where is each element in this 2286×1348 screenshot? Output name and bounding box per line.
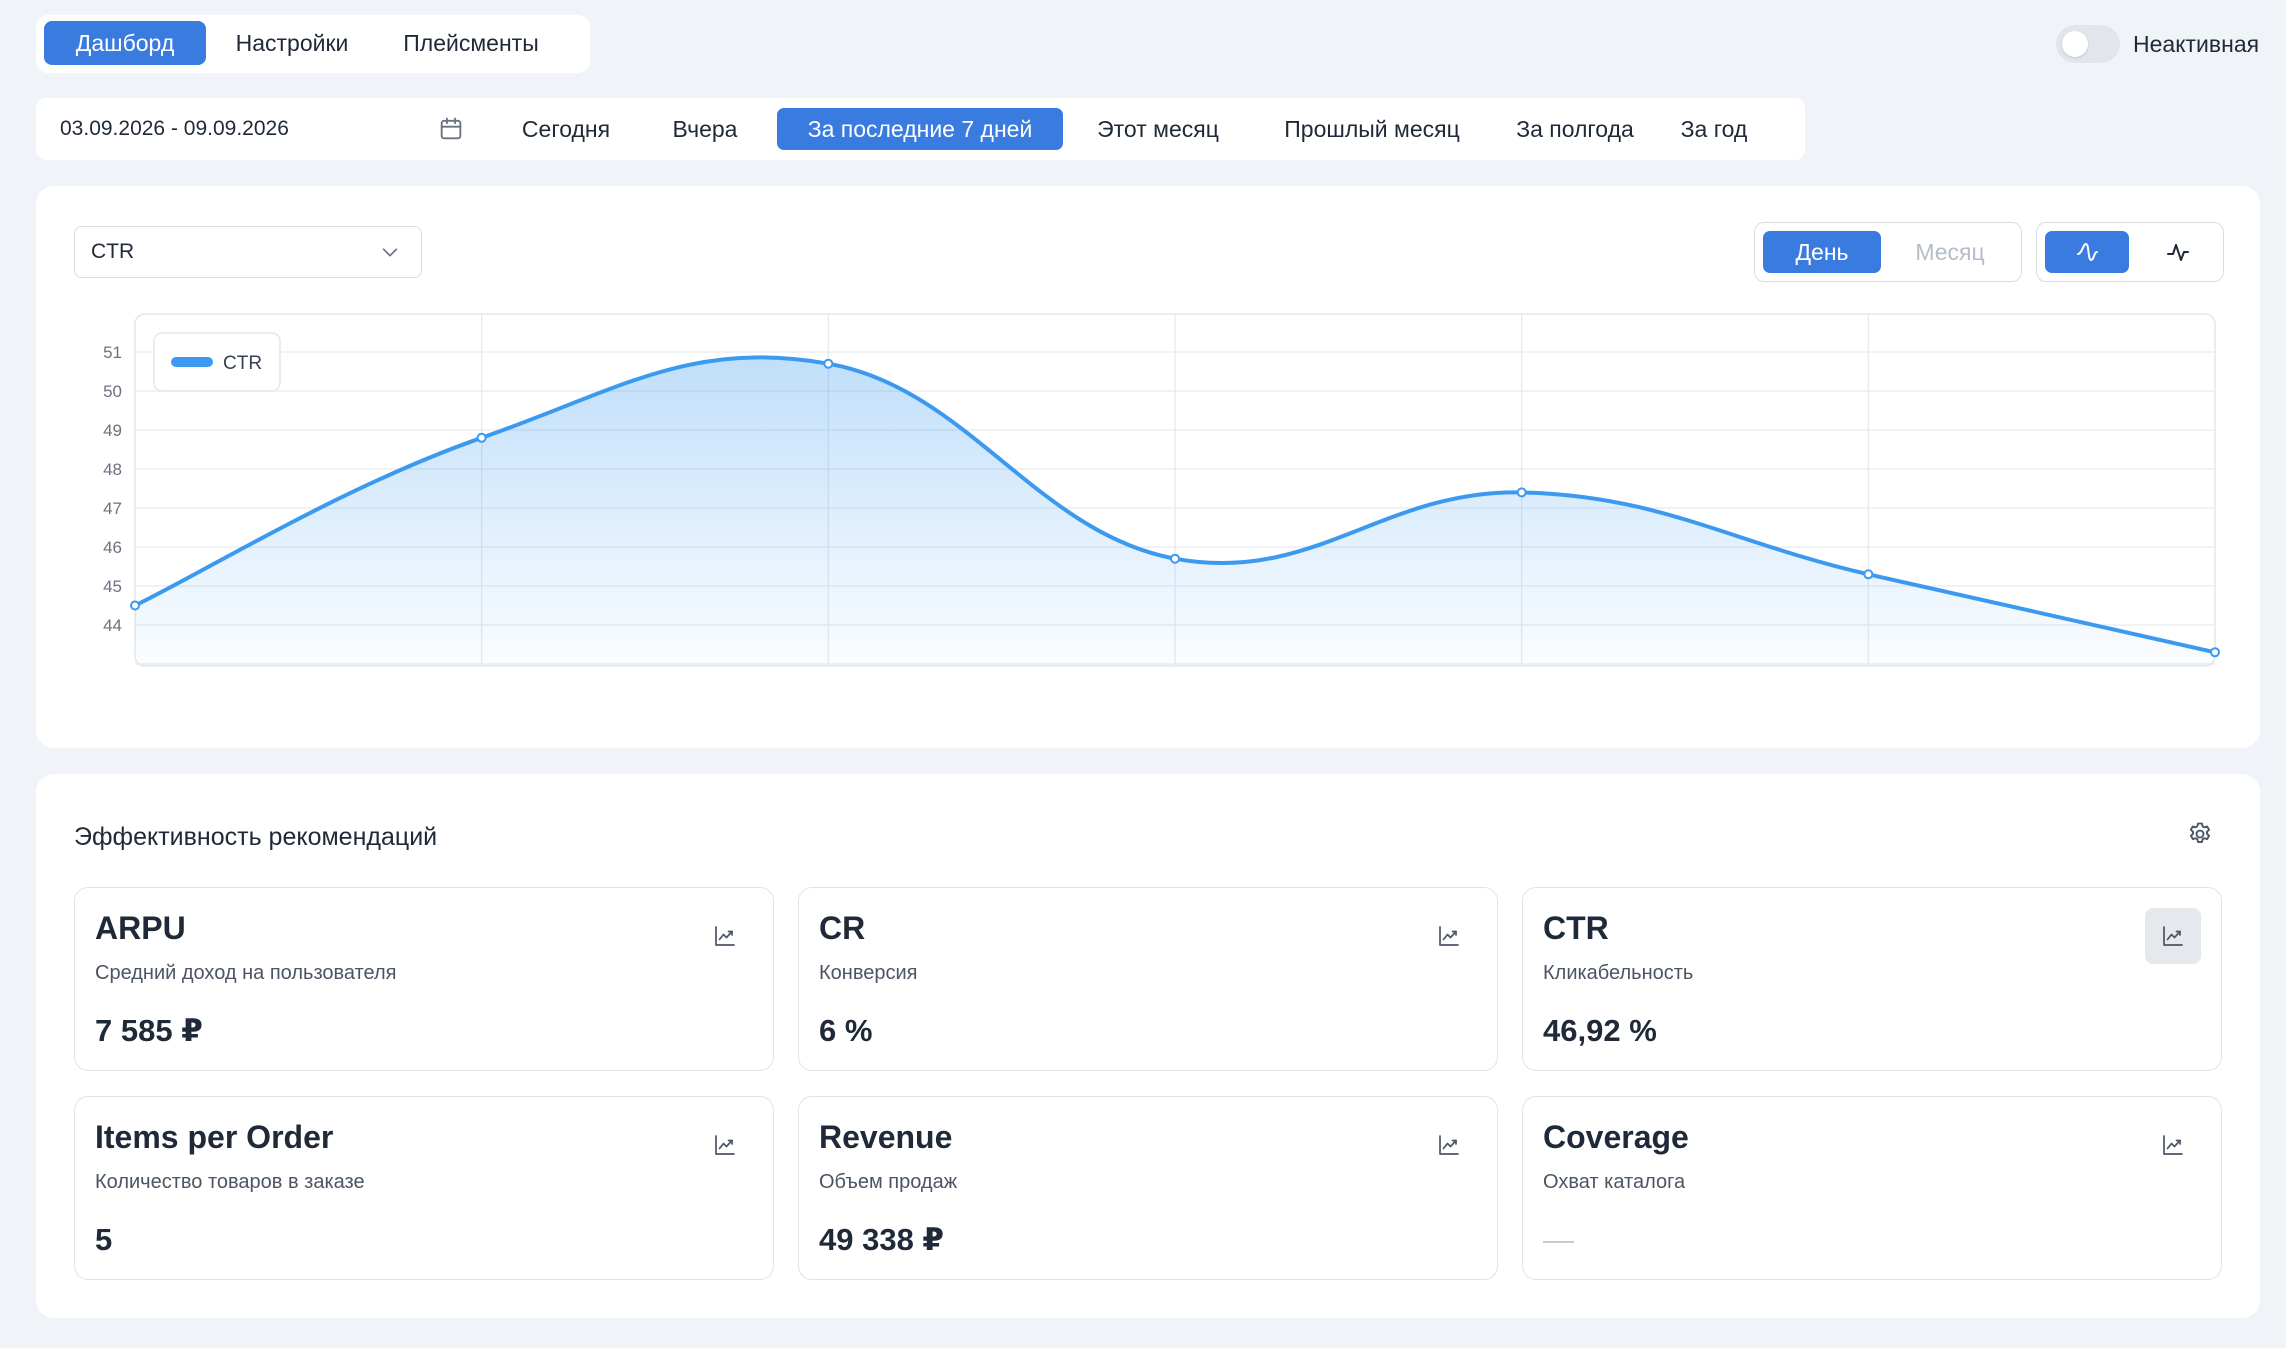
metric-value: 7 585 ₽ — [95, 1013, 203, 1048]
metric-subtitle: Объем продаж — [819, 1171, 958, 1193]
granularity-month-button[interactable]: Месяц — [1915, 239, 1985, 265]
granularity-day-button[interactable]: День — [1763, 231, 1881, 273]
ctr-point[interactable] — [1516, 487, 1527, 498]
metric-card-items-per-order[interactable]: Items per Order Количество товаров в зака… — [74, 1096, 774, 1280]
metric-chart-button[interactable] — [2145, 1117, 2201, 1173]
y-tick-label: 44 — [103, 616, 122, 635]
y-tick-label: 48 — [103, 460, 122, 479]
toggle-knob — [2062, 31, 2088, 57]
chevron-down-icon — [382, 248, 398, 257]
metric-value: — — [1543, 1222, 1574, 1257]
metric-title: Items per Order — [95, 1119, 334, 1155]
metric-title: Coverage — [1543, 1119, 1689, 1155]
legend-box — [153, 332, 281, 392]
smooth-curve-icon — [2077, 242, 2098, 262]
period-last-7-days-button[interactable]: За последние 7 дней — [777, 108, 1063, 150]
metric-title: ARPU — [95, 910, 186, 946]
ctr-point[interactable] — [2210, 647, 2220, 658]
top-tabs: Дашборд Настройки Плейсменты — [36, 15, 590, 73]
legend-swatch — [171, 357, 213, 367]
chart-icon — [715, 926, 735, 946]
metric-subtitle: Количество товаров в заказе — [95, 1171, 365, 1193]
metric-title: CR — [819, 910, 866, 946]
chart-style-switch — [2036, 222, 2224, 282]
metric-chart-button[interactable] — [697, 1117, 753, 1173]
polyline-icon — [2167, 244, 2189, 261]
ctr-point[interactable] — [823, 358, 834, 369]
metric-value: 5 — [95, 1222, 113, 1257]
period-last-month-button[interactable]: Прошлый месяц — [1284, 116, 1460, 142]
calendar-icon[interactable] — [437, 115, 465, 143]
y-tick-label: 45 — [103, 577, 122, 596]
metric-subtitle: Средний доход на пользователя — [95, 962, 397, 984]
period-year-button[interactable]: За год — [1680, 116, 1748, 142]
y-tick-label: 50 — [103, 382, 122, 401]
period-today-button[interactable]: Сегодня — [521, 116, 611, 142]
status-toggle-label: Неактивная — [2133, 31, 2260, 57]
ctr-chart: 44 45 46 47 48 49 50 51 CTR — [103, 313, 2220, 667]
granularity-switch: День Месяц — [1754, 222, 2022, 282]
period-bar: 03.09.2026 - 09.09.2026 Сегодня Вчера За… — [36, 98, 1805, 160]
metric-card-coverage[interactable]: Coverage Охват каталога — — [1522, 1096, 2222, 1280]
chart-icon — [2163, 1135, 2183, 1155]
ctr-point[interactable] — [476, 432, 487, 443]
metric-subtitle: Кликабельность — [1543, 962, 1694, 984]
straight-line-button[interactable] — [2135, 231, 2219, 273]
metric-title: Revenue — [819, 1119, 953, 1155]
metric-select-value: CTR — [91, 240, 135, 263]
chart-icon — [715, 1135, 735, 1155]
metric-card-cr[interactable]: CR Конверсия 6 % — [798, 887, 1498, 1071]
metric-chart-button[interactable] — [697, 908, 753, 964]
chart-icon — [1439, 1135, 1459, 1155]
smooth-line-button[interactable] — [2045, 231, 2129, 273]
status-toggle[interactable] — [2056, 25, 2120, 63]
period-this-month-button[interactable]: Этот месяц — [1097, 116, 1219, 142]
y-tick-label: 47 — [103, 499, 122, 518]
metric-value: 6 % — [819, 1013, 873, 1048]
metric-title: CTR — [1543, 910, 1609, 946]
metric-select[interactable]: CTR — [74, 226, 422, 278]
y-tick-label: 51 — [103, 343, 122, 362]
period-yesterday-button[interactable]: Вчера — [672, 116, 738, 142]
recommendations-title: Эффективность рекомендаций — [74, 823, 438, 851]
ctr-point[interactable] — [130, 600, 140, 611]
metric-subtitle: Конверсия — [819, 962, 918, 984]
date-range-input[interactable]: 03.09.2026 - 09.09.2026 — [60, 117, 289, 140]
metric-card-arpu[interactable]: ARPU Средний доход на пользователя 7 585 ₽ — [74, 887, 774, 1071]
tab-dashboard[interactable]: Дашборд — [44, 21, 206, 65]
metric-value: 46,92 % — [1543, 1013, 1657, 1048]
metric-chart-button[interactable] — [1421, 1117, 1477, 1173]
y-tick-label: 46 — [103, 538, 122, 557]
ctr-area — [135, 357, 2215, 666]
chart-icon — [1439, 926, 1459, 946]
chart-legend[interactable]: CTR — [153, 332, 281, 392]
tab-settings[interactable]: Настройки — [235, 30, 349, 56]
legend-label: CTR — [223, 353, 262, 374]
metric-value: 49 338 ₽ — [819, 1222, 944, 1257]
metric-card-revenue[interactable]: Revenue Объем продаж 49 338 ₽ — [798, 1096, 1498, 1280]
metric-chart-button[interactable] — [1421, 908, 1477, 964]
gear-icon[interactable] — [2186, 820, 2214, 848]
y-tick-label: 49 — [103, 421, 122, 440]
ctr-point[interactable] — [1863, 569, 1874, 580]
ctr-point[interactable] — [1170, 553, 1180, 564]
metric-card-ctr[interactable]: CTR Кликабельность 46,92 % — [1522, 887, 2222, 1071]
period-half-year-button[interactable]: За полгода — [1516, 116, 1634, 142]
metric-subtitle: Охват каталога — [1543, 1171, 1686, 1193]
metric-chart-button[interactable] — [2145, 908, 2201, 964]
chart-icon — [2163, 926, 2183, 946]
tab-placements[interactable]: Плейсменты — [403, 30, 539, 56]
